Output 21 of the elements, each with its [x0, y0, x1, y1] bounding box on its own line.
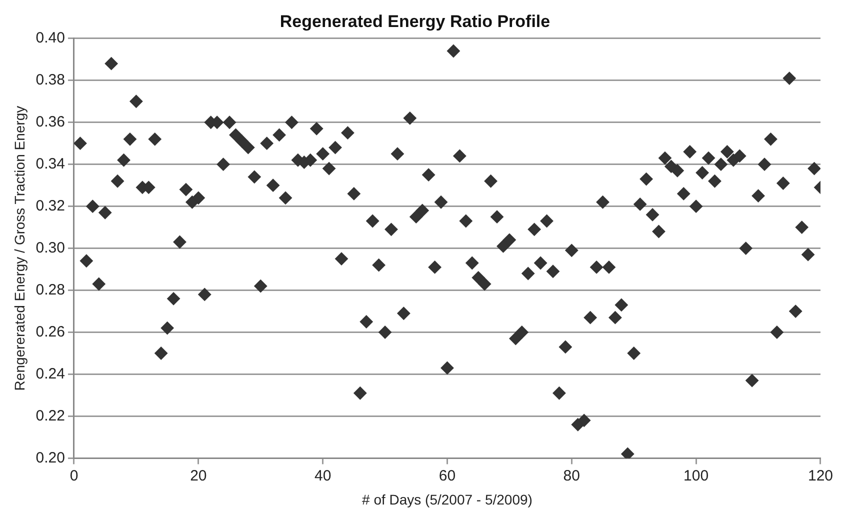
- y-tick-label: 0.22: [36, 407, 65, 424]
- y-tick-label: 0.30: [36, 239, 65, 256]
- y-tick-label: 0.24: [36, 365, 65, 382]
- x-tick-label: 120: [808, 467, 833, 484]
- x-tick-label: 100: [684, 467, 709, 484]
- y-tick-label: 0.20: [36, 449, 65, 466]
- y-tick-label: 0.38: [36, 72, 65, 89]
- x-tick-label: 80: [563, 467, 580, 484]
- y-tick-label: 0.28: [36, 281, 65, 298]
- x-tick-label: 0: [70, 467, 78, 484]
- y-tick-label: 0.32: [36, 197, 65, 214]
- y-tick-label: 0.36: [36, 114, 65, 130]
- chart-title: Regenerated Energy Ratio Profile: [280, 12, 550, 31]
- x-tick-label: 60: [438, 467, 456, 484]
- y-tick-label: 0.40: [36, 30, 65, 47]
- x-tick-label: 40: [314, 467, 332, 484]
- y-axis-title: Rengererated Energy / Gross Traction Energy: [11, 106, 28, 391]
- x-axis-title: # of Days (5/2007 - 5/2009): [362, 491, 532, 508]
- x-tick-label: 20: [190, 467, 207, 484]
- y-tick-label: 0.26: [36, 323, 65, 340]
- y-tick-label: 0.34: [36, 155, 65, 172]
